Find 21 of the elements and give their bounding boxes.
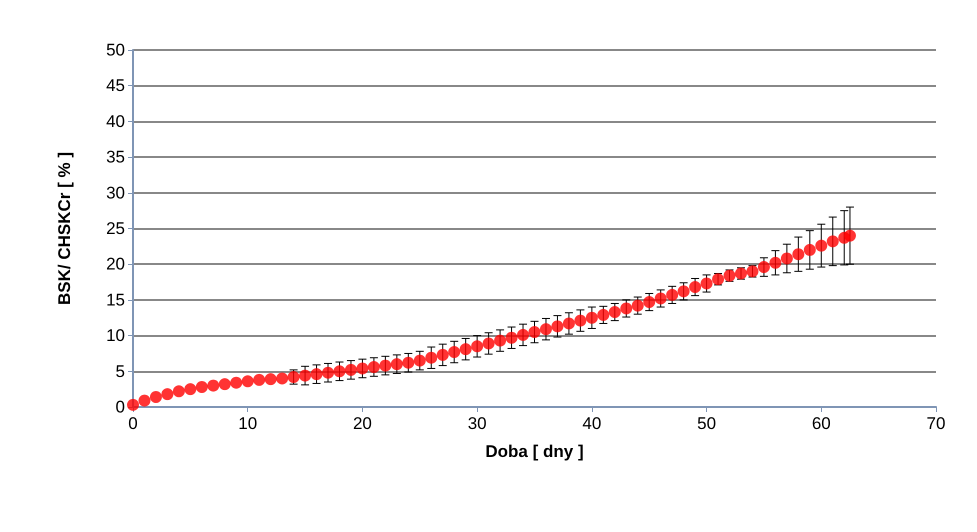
- y-tick-label: 15: [106, 290, 125, 310]
- x-tick-label: 10: [238, 414, 258, 433]
- y-tick-label: 50: [106, 40, 125, 60]
- y-tick-label: 45: [106, 76, 125, 96]
- x-tick-label: 40: [582, 414, 602, 433]
- y-tick-label: 5: [116, 362, 125, 381]
- x-tick-label: 20: [352, 414, 372, 433]
- y-axis-title: BSK/ CHSKCr [ % ]: [55, 152, 74, 306]
- x-tick-label: 0: [128, 414, 138, 433]
- y-tick-label: 30: [106, 183, 125, 202]
- x-tick-label: 70: [926, 414, 946, 433]
- y-tick-label: 10: [106, 326, 125, 346]
- y-tick-label: 25: [106, 219, 125, 238]
- y-tick-label: 35: [106, 148, 125, 167]
- y-tick-label: 20: [106, 254, 125, 274]
- x-tick-label: 30: [468, 414, 487, 433]
- x-axis-title: Doba [ dny ]: [485, 442, 584, 461]
- y-tick-label: 0: [116, 398, 125, 416]
- x-tick-label: 60: [812, 414, 831, 433]
- x-tick-label: 50: [697, 414, 716, 433]
- y-tick-label: 40: [106, 112, 125, 131]
